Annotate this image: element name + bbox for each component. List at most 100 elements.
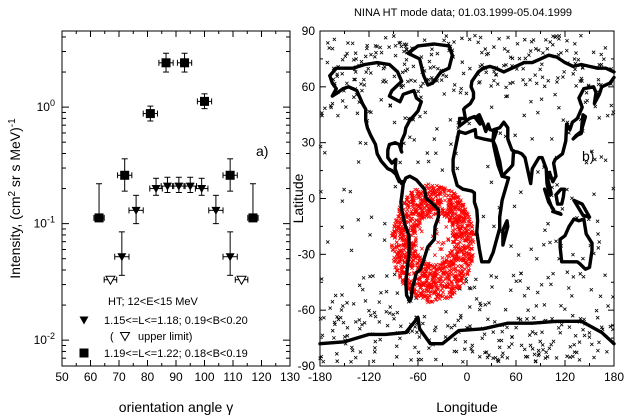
background-point bbox=[578, 79, 583, 84]
background-point bbox=[501, 63, 506, 68]
saa-point bbox=[453, 269, 458, 274]
saa-point bbox=[433, 270, 438, 275]
background-point bbox=[534, 304, 539, 308]
saa-point bbox=[417, 220, 422, 225]
saa-point bbox=[402, 260, 407, 265]
saa-point bbox=[425, 208, 430, 213]
background-point bbox=[542, 303, 547, 307]
background-point bbox=[371, 274, 375, 278]
coastlines-group bbox=[318, 42, 616, 346]
background-point bbox=[543, 37, 548, 42]
saa-point bbox=[450, 262, 455, 267]
saa-point bbox=[464, 250, 469, 255]
background-point bbox=[345, 300, 349, 305]
saa-point bbox=[454, 237, 459, 242]
background-point bbox=[330, 328, 335, 333]
background-point bbox=[405, 79, 410, 84]
saa-point bbox=[455, 194, 460, 199]
background-point bbox=[601, 57, 606, 62]
coastline bbox=[554, 187, 566, 206]
background-point bbox=[362, 83, 367, 87]
background-point bbox=[556, 76, 560, 80]
background-point bbox=[352, 77, 356, 82]
background-point bbox=[415, 330, 419, 335]
saa-point bbox=[468, 239, 473, 244]
background-point bbox=[460, 60, 465, 65]
background-point bbox=[428, 66, 433, 70]
background-point bbox=[536, 48, 541, 52]
background-point bbox=[549, 137, 554, 141]
background-point bbox=[606, 304, 610, 308]
x-tick-label: -120 bbox=[357, 370, 381, 384]
background-point bbox=[404, 57, 409, 62]
saa-point bbox=[438, 247, 443, 252]
background-point bbox=[480, 63, 485, 67]
background-point bbox=[372, 310, 377, 315]
background-point bbox=[372, 349, 377, 354]
saa-point bbox=[405, 207, 410, 212]
background-point bbox=[334, 351, 339, 356]
background-point bbox=[425, 151, 430, 155]
background-point bbox=[557, 33, 562, 38]
panel-b-world-map-plot: NINA HT mode data; 01.03.1999-05.04.1999… bbox=[290, 7, 624, 415]
background-point bbox=[382, 221, 387, 226]
y-tick-base: 10 bbox=[34, 217, 48, 231]
y-axis-title-units: sr s MeV) bbox=[7, 127, 23, 191]
saa-point bbox=[436, 191, 441, 196]
saa-point bbox=[459, 264, 464, 269]
background-point bbox=[486, 317, 490, 322]
background-point bbox=[485, 355, 490, 360]
coastline bbox=[501, 219, 510, 247]
background-point bbox=[373, 314, 378, 319]
saa-point bbox=[449, 206, 454, 211]
background-point bbox=[364, 70, 369, 74]
saa-point bbox=[401, 232, 406, 237]
saa-point bbox=[424, 280, 429, 285]
saa-point bbox=[443, 264, 448, 269]
background-point bbox=[453, 337, 458, 342]
background-point bbox=[567, 325, 572, 330]
background-point bbox=[361, 77, 366, 82]
background-point bbox=[379, 97, 384, 102]
saa-point bbox=[447, 273, 452, 278]
saa-point bbox=[448, 250, 453, 255]
background-point bbox=[536, 353, 541, 358]
saa-point bbox=[435, 276, 440, 281]
background-point bbox=[486, 51, 491, 56]
background-point bbox=[551, 339, 556, 344]
map-title: NINA HT mode data; 01.03.1999-05.04.1999 bbox=[354, 7, 572, 19]
saa-point bbox=[453, 234, 458, 239]
background-point bbox=[322, 106, 327, 111]
background-point bbox=[504, 85, 508, 90]
coastline bbox=[491, 120, 518, 154]
y-tick-label: 0 bbox=[308, 192, 315, 206]
saa-point bbox=[428, 207, 433, 212]
saa-point bbox=[389, 244, 394, 249]
background-point bbox=[548, 240, 552, 245]
background-point bbox=[325, 240, 330, 244]
saa-point bbox=[442, 193, 447, 198]
background-point bbox=[458, 313, 463, 318]
background-point bbox=[522, 293, 527, 298]
background-point bbox=[444, 34, 449, 38]
saa-point bbox=[432, 275, 437, 280]
background-point bbox=[452, 83, 457, 87]
background-point bbox=[399, 85, 404, 90]
background-point bbox=[451, 88, 456, 93]
saa-point bbox=[469, 258, 474, 263]
background-point bbox=[604, 349, 609, 354]
background-point bbox=[327, 46, 332, 50]
saa-point bbox=[466, 233, 470, 238]
background-point bbox=[413, 79, 417, 84]
saa-point bbox=[444, 224, 449, 229]
saa-point bbox=[461, 248, 466, 253]
saa-point bbox=[462, 219, 467, 224]
background-point bbox=[581, 256, 585, 261]
saa-point bbox=[454, 212, 458, 217]
background-point bbox=[419, 95, 423, 100]
saa-point bbox=[426, 289, 431, 294]
background-point bbox=[525, 354, 530, 359]
coastline bbox=[457, 75, 616, 197]
saa-point bbox=[461, 243, 466, 248]
saa-point bbox=[465, 272, 470, 277]
